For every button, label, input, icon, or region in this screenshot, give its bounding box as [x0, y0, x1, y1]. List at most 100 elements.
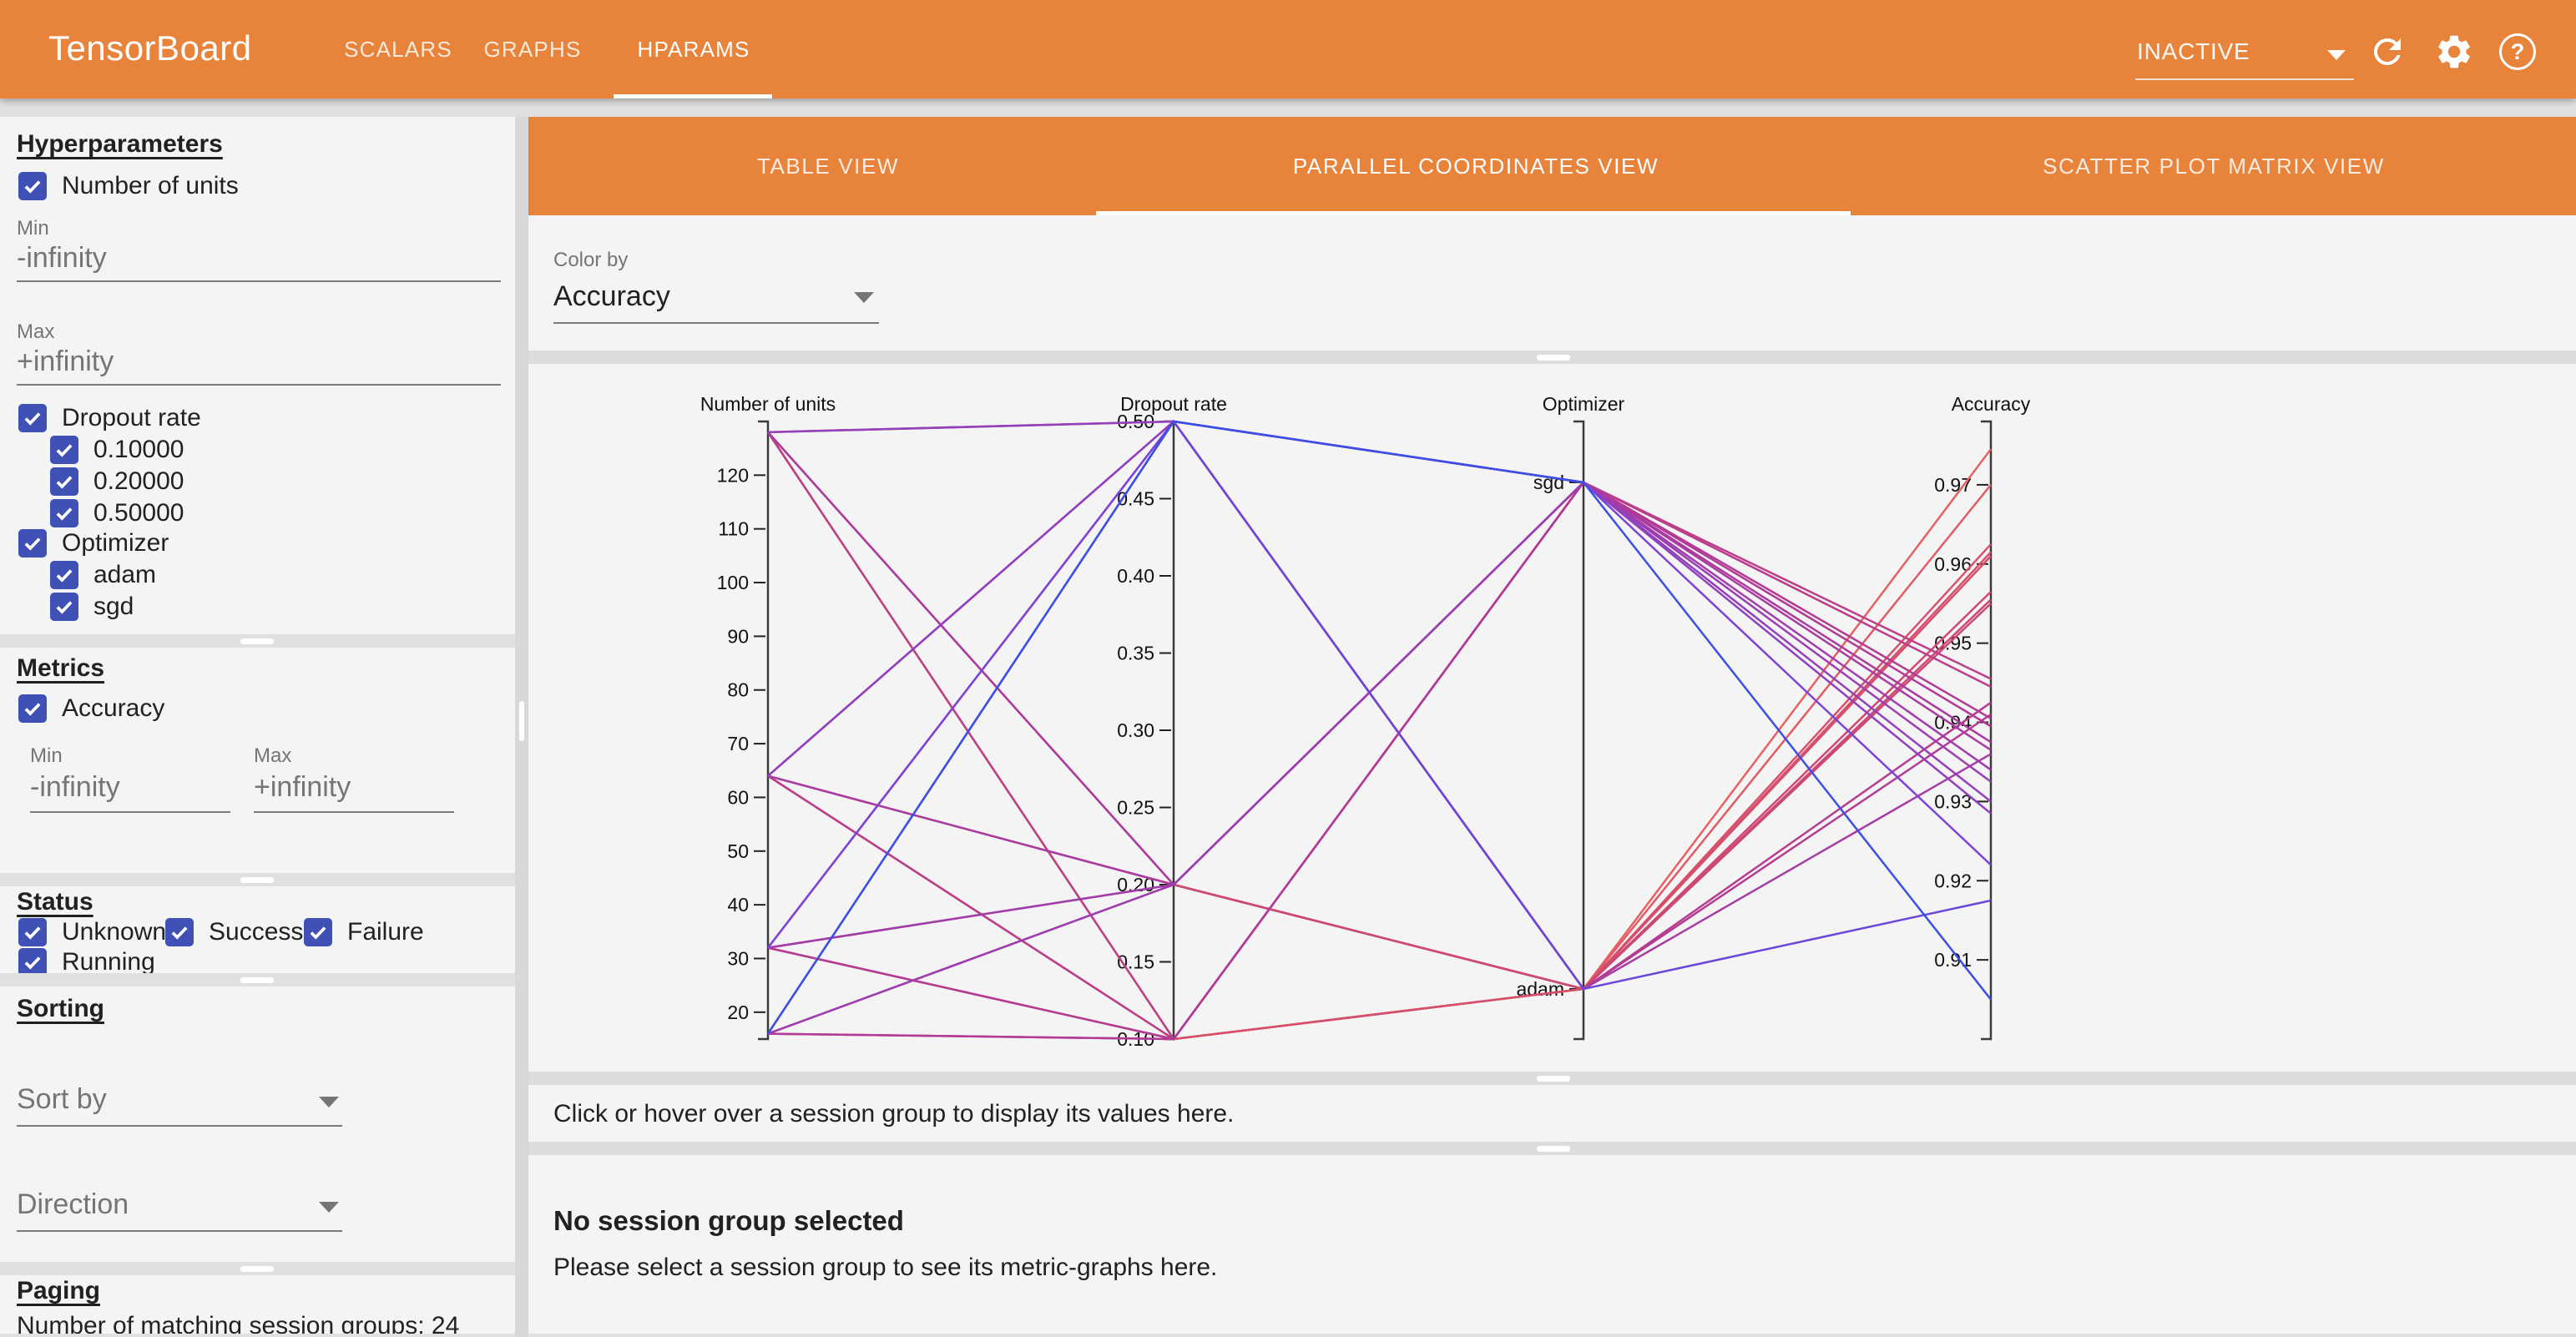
- svg-text:Number of units: Number of units: [700, 393, 836, 415]
- header-tabs: SCALARS GRAPHS HPARAMS: [0, 0, 835, 98]
- status-checkbox-running[interactable]: [18, 948, 47, 973]
- divider-drag-handle[interactable]: [240, 1266, 274, 1272]
- divider-drag-handle[interactable]: [240, 977, 274, 983]
- session-line[interactable]: [766, 431, 1992, 1041]
- session-line[interactable]: [767, 603, 1992, 1035]
- dropout-value-value-label: 0.10000: [93, 436, 184, 463]
- chevron-down-icon: [2327, 50, 2346, 60]
- svg-text:0.15: 0.15: [1117, 951, 1154, 973]
- dropout-value-checkbox-0.10000[interactable]: [50, 436, 78, 464]
- session-line[interactable]: [766, 420, 1992, 1035]
- session-line[interactable]: [767, 420, 1992, 949]
- status-row-running: Running: [18, 948, 155, 973]
- status-options: Unknown Success Failure Running: [0, 886, 515, 973]
- optimizer-value-checkbox-adam[interactable]: [50, 561, 78, 589]
- optimizer-checkbox[interactable]: [18, 529, 47, 558]
- units-max-input[interactable]: [17, 346, 492, 378]
- svg-text:0.92: 0.92: [1934, 870, 1972, 891]
- session-line[interactable]: [766, 431, 1992, 1042]
- optimizer-value-row-sgd: sgd: [50, 593, 156, 621]
- session-line[interactable]: [767, 591, 1992, 991]
- color-by-label: Color by: [553, 249, 629, 271]
- color-by-select[interactable]: Accuracy: [553, 280, 879, 313]
- run-selector[interactable]: INACTIVE: [2135, 32, 2354, 80]
- color-by-section: Color by Accuracy: [528, 215, 2576, 351]
- session-line[interactable]: [767, 484, 1992, 1041]
- metric-min-input[interactable]: [30, 771, 222, 804]
- sidebar-divider[interactable]: [0, 1262, 515, 1275]
- status-checkbox-success[interactable]: [165, 918, 194, 946]
- divider-drag-handle[interactable]: [240, 638, 274, 644]
- session-line[interactable]: [767, 481, 1992, 1035]
- optimizer-value-value-label: sgd: [93, 593, 134, 620]
- session-line[interactable]: [766, 419, 1992, 1035]
- splitter-drag-handle[interactable]: [519, 701, 524, 741]
- units-max-label: Max: [17, 320, 55, 343]
- sidebar-section-hyperparameters: Hyperparameters Number of units Min Max …: [0, 117, 515, 634]
- metrics-heading: Metrics: [17, 654, 105, 682]
- optimizer-value-checkbox-sgd[interactable]: [50, 593, 78, 621]
- dropout-value-value-label: 0.50000: [93, 499, 184, 527]
- view-tab-scatter-plot-matrix-view[interactable]: SCATTER PLOT MATRIX VIEW: [2043, 153, 2385, 179]
- parallel-coordinates-chart[interactable]: Number of units 20 30 40 50 60 70 80 90 100 110 120…: [528, 364, 2576, 1072]
- divider-drag-handle[interactable]: [1537, 355, 1570, 361]
- reload-icon[interactable]: [2367, 32, 2407, 72]
- settings-icon[interactable]: [2434, 32, 2474, 72]
- chevron-down-icon: [854, 292, 874, 303]
- sidebar-divider[interactable]: [0, 973, 515, 986]
- divider-drag-handle[interactable]: [240, 877, 274, 883]
- view-tab-parallel-coordinates-view[interactable]: PARALLEL COORDINATES VIEW: [1292, 153, 1659, 179]
- active-tab-underline: [614, 94, 772, 98]
- dropout-value-row-0.10000: 0.10000: [50, 436, 184, 464]
- status-checkbox-unknown[interactable]: [18, 918, 47, 946]
- header-tab-scalars[interactable]: SCALARS: [344, 36, 452, 62]
- header-tab-graphs[interactable]: GRAPHS: [483, 36, 582, 62]
- sidebar-splitter[interactable]: [515, 117, 528, 1337]
- units-min-label: Min: [17, 217, 49, 240]
- metric-max-input[interactable]: [254, 771, 446, 804]
- hparam-row-dropout-rate: Dropout rate: [18, 404, 201, 432]
- divider-drag-handle[interactable]: [1537, 1146, 1570, 1152]
- sidebar-section-status: Status Unknown Success Failure Running: [0, 886, 515, 973]
- sidebar-divider[interactable]: [0, 873, 515, 886]
- help-icon[interactable]: ?: [2499, 33, 2539, 73]
- section-divider[interactable]: [528, 1142, 2576, 1155]
- metric-min-label: Min: [30, 744, 63, 767]
- sidebar-divider[interactable]: [0, 634, 515, 648]
- direction-select[interactable]: Direction: [17, 1188, 342, 1221]
- chevron-down-icon: [319, 1097, 339, 1107]
- svg-text:Optimizer: Optimizer: [1543, 393, 1625, 415]
- dropout-rate-label: Dropout rate: [62, 404, 201, 431]
- session-values-section: Click or hover over a session group to d…: [528, 1085, 2576, 1142]
- section-divider[interactable]: [528, 351, 2576, 364]
- dropout-value-checkbox-0.20000[interactable]: [50, 467, 78, 496]
- session-line[interactable]: [767, 543, 1992, 1041]
- session-line[interactable]: [767, 481, 1992, 1041]
- help-question-glyph: ?: [2499, 33, 2536, 70]
- units-min-input[interactable]: [17, 242, 492, 275]
- svg-text:100: 100: [717, 572, 749, 593]
- dropout-rate-values: 0.10000 0.20000 0.50000: [50, 436, 184, 531]
- chevron-down-icon: [319, 1202, 339, 1213]
- dropout-rate-checkbox[interactable]: [18, 404, 47, 432]
- empty-state-message: Please select a session group to see its…: [553, 1254, 1218, 1281]
- hparam-row-optimizer: Optimizer: [18, 529, 169, 558]
- status-label: Success: [209, 918, 304, 946]
- section-divider[interactable]: [528, 1072, 2576, 1085]
- svg-text:120: 120: [717, 464, 749, 486]
- header-tab-hparams[interactable]: HPARAMS: [637, 36, 750, 62]
- status-checkbox-failure[interactable]: [304, 918, 332, 946]
- session-line[interactable]: [767, 481, 1992, 949]
- optimizer-label: Optimizer: [62, 529, 169, 557]
- sort-by-select[interactable]: Sort by: [17, 1083, 342, 1116]
- session-group-count-label: Number of matching session groups:: [17, 1312, 425, 1334]
- svg-text:0.30: 0.30: [1117, 719, 1154, 741]
- active-view-underline: [1096, 211, 1851, 215]
- metric-min-underline: [30, 811, 230, 813]
- divider-drag-handle[interactable]: [1537, 1076, 1570, 1082]
- view-tab-table-view[interactable]: TABLE VIEW: [756, 153, 900, 179]
- accuracy-checkbox[interactable]: [18, 694, 47, 723]
- dropout-value-checkbox-0.50000[interactable]: [50, 499, 78, 527]
- number-of-units-checkbox[interactable]: [18, 172, 47, 200]
